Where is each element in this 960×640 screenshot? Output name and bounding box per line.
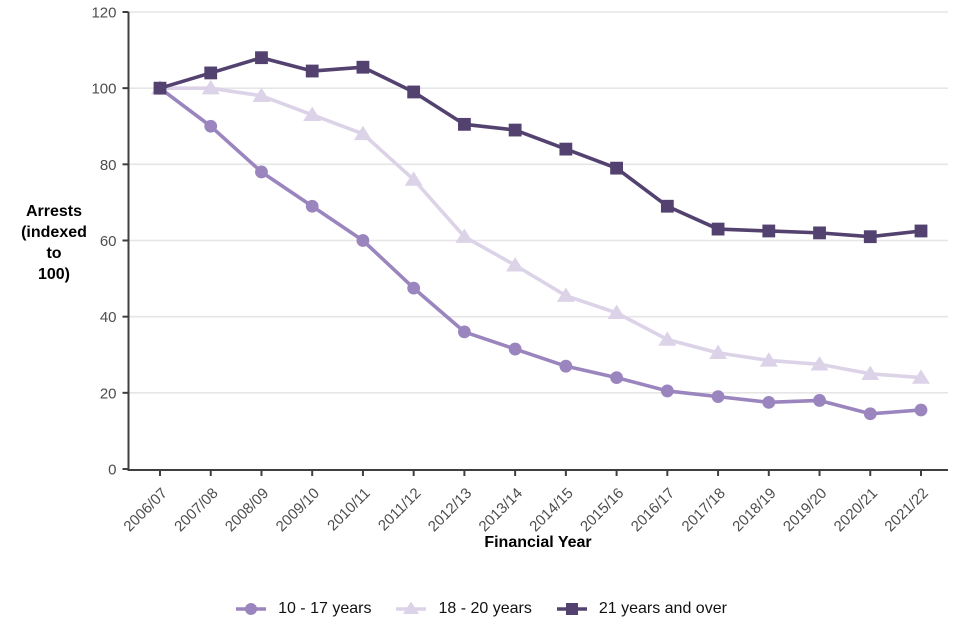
x-axis-title: Financial Year — [484, 534, 592, 551]
legend-item-10-17-years: 10 - 17 years — [233, 600, 371, 618]
data-point-marker — [813, 226, 826, 240]
series-21-years-and-over — [153, 51, 928, 244]
data-point-marker — [711, 390, 725, 404]
y-tick-label: 120 — [91, 5, 116, 22]
data-point-marker — [863, 407, 877, 421]
x-tick-label: 2018/19 — [729, 485, 779, 535]
data-point-marker — [607, 304, 626, 320]
y-tick-label: 80 — [100, 157, 117, 174]
data-point-marker — [508, 123, 522, 137]
axis-ticks — [122, 11, 922, 476]
data-point-marker — [303, 106, 322, 122]
data-point-marker — [255, 51, 268, 65]
x-tick-label: 2019/20 — [780, 485, 830, 535]
data-point-marker — [353, 125, 372, 141]
legend-label: 18 - 20 years — [438, 600, 532, 617]
data-point-marker — [709, 344, 728, 360]
data-point-marker — [610, 371, 623, 384]
data-point-marker — [914, 403, 928, 417]
data-point-marker — [458, 325, 471, 339]
data-point-marker — [914, 224, 928, 238]
triangle-marker-icon — [393, 600, 429, 618]
y-tick-label: 0 — [108, 462, 116, 479]
data-point-marker — [559, 359, 573, 373]
data-point-marker — [255, 165, 268, 179]
x-tick-label: 2007/08 — [171, 485, 221, 535]
series-line — [158, 55, 923, 239]
legend-item-18-20-years: 18 - 20 years — [393, 600, 532, 618]
data-point-marker — [458, 117, 471, 131]
y-gridlines — [128, 11, 948, 394]
circle-marker-icon — [233, 600, 269, 618]
data-point-marker — [556, 287, 575, 302]
x-tick-labels: 2006/07 2007/08 2008/09 2009/10 2010/11 2011/… — [120, 485, 931, 535]
y-tick-label: 60 — [100, 233, 117, 250]
data-point-marker — [508, 342, 522, 356]
data-point-marker — [204, 66, 218, 80]
data-point-marker — [660, 199, 674, 213]
data-point-marker — [711, 222, 725, 236]
data-point-marker — [610, 161, 623, 175]
data-point-marker — [559, 142, 573, 156]
line-chart: 0 20 40 60 80 100 120 2006/07 2007/08 2008/09 2009… — [91, 5, 948, 535]
series-line — [158, 86, 923, 416]
data-point-marker — [407, 281, 421, 295]
y-axis-title-line: to — [46, 245, 62, 262]
data-point-marker — [813, 394, 826, 407]
y-axis-title-line: 100) — [37, 266, 71, 283]
y-axis-title: Arrests (indexed to 100) — [2, 201, 106, 285]
x-tick-label: 2009/10 — [273, 485, 323, 535]
x-tick-label: 2012/13 — [425, 485, 475, 535]
legend-item-21-and-over: 21 years and over — [554, 600, 727, 618]
y-tick-label: 40 — [100, 309, 117, 326]
data-point-marker — [658, 331, 677, 346]
series-18-20-years — [151, 79, 930, 384]
data-point-marker — [407, 85, 421, 99]
data-point-marker — [404, 171, 423, 186]
legend-label: 10 - 17 years — [278, 600, 372, 617]
data-point-marker — [759, 352, 778, 367]
data-point-marker — [810, 356, 829, 371]
data-point-marker — [455, 228, 474, 243]
data-point-marker — [204, 119, 218, 133]
data-point-marker — [252, 87, 271, 102]
y-axis-title-line: Arrests — [25, 203, 83, 220]
x-tick-label: 2016/17 — [628, 485, 678, 535]
y-tick-label: 20 — [100, 385, 117, 402]
data-point-marker — [762, 224, 776, 238]
x-tick-label: 2011/12 — [375, 485, 425, 535]
x-tick-label: 2008/09 — [222, 485, 272, 535]
x-tick-label: 2021/22 — [881, 485, 931, 535]
x-tick-label: 2006/07 — [120, 485, 170, 535]
y-axis-title-line: (indexed — [21, 224, 87, 241]
data-point-marker — [305, 64, 319, 78]
data-point-marker — [305, 199, 319, 213]
x-tick-label: 2013/14 — [476, 485, 526, 535]
data-point-marker — [863, 230, 877, 244]
x-tick-label: 2017/18 — [679, 485, 729, 535]
y-tick-label: 100 — [91, 81, 116, 98]
x-tick-label: 2020/21 — [831, 485, 881, 535]
x-tick-label: 2010/11 — [324, 485, 374, 535]
x-tick-label: 2015/16 — [577, 485, 627, 535]
data-point-marker — [506, 257, 525, 272]
data-point-marker — [762, 395, 776, 409]
data-point-marker — [861, 365, 880, 380]
x-tick-label: 2014/15 — [526, 485, 576, 535]
data-point-marker — [912, 369, 930, 384]
legend: 10 - 17 years 18 - 20 years 21 years and… — [0, 592, 960, 626]
data-point-marker — [201, 79, 220, 95]
square-marker-icon — [554, 600, 590, 618]
series-line — [158, 86, 923, 380]
data-point-marker — [356, 60, 370, 74]
data-point-marker — [153, 81, 167, 95]
data-point-marker — [356, 234, 370, 247]
data-point-marker — [660, 384, 674, 398]
legend-label: 21 years and over — [598, 600, 727, 617]
y-tick-labels: 0 20 40 60 80 100 120 — [91, 5, 116, 479]
